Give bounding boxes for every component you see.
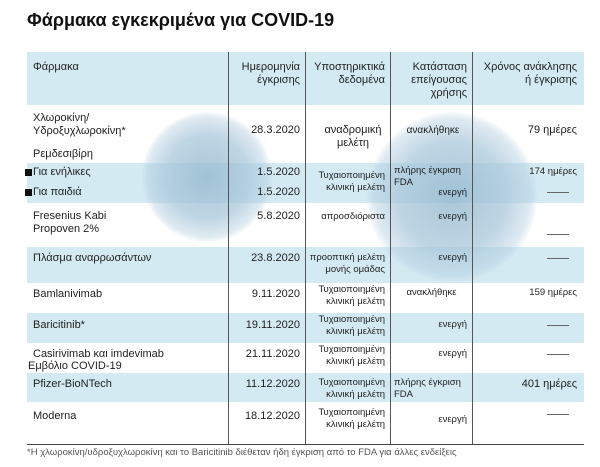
- drug-name: Pfizer-BioNTech: [33, 378, 112, 390]
- approval-date: 1.5.2020: [257, 166, 300, 178]
- drug-name: Baricitinib*: [33, 319, 85, 331]
- drug-name: Bamlanivimab: [33, 288, 103, 300]
- status: ενεργή: [438, 414, 467, 425]
- status: ανακλήθηκε: [406, 125, 460, 136]
- column-divider: [305, 52, 306, 444]
- time: 79 ημέρες: [527, 124, 577, 136]
- drug-name: Casirivimab και imdevimab: [33, 348, 164, 360]
- time: 401 ημέρες: [521, 378, 577, 390]
- supporting-data: Τυχαιοποιημένη κλινική μελέτη: [318, 170, 385, 193]
- supporting-data: προοπτική μελέτη μονής ομάδας: [309, 252, 385, 275]
- status: ανακλήθηκε: [406, 287, 457, 298]
- approval-date: 19.11.2020: [245, 319, 300, 331]
- drug-name: Για ενήλικες: [25, 166, 91, 179]
- approval-date: 28.3.2020: [251, 124, 300, 136]
- bullet-icon: [25, 169, 32, 176]
- virus-illustration: [367, 112, 537, 282]
- column-divider: [472, 52, 473, 444]
- approval-date: 1.5.2020: [257, 186, 300, 198]
- supporting-data: αναδρομική μελέτη: [324, 124, 382, 149]
- footnote: *Η χλωροκίνη/υδροξυχλωροκίνη και το Bari…: [27, 447, 457, 458]
- bullet-icon: [25, 189, 32, 196]
- time: 159 ημέρες: [529, 287, 577, 298]
- dash: [477, 252, 569, 265]
- header-status: Κατάσταση επείγουσας χρήσης: [411, 61, 467, 99]
- column-divider: [228, 52, 229, 444]
- virus-illustration: [142, 112, 272, 242]
- header-date: Ημερομηνία έγκρισης: [241, 61, 300, 86]
- dash: [477, 319, 569, 332]
- time: 174 ημέρες: [529, 166, 577, 177]
- drug-group-label: Εμβόλιο COVID-19: [28, 360, 122, 372]
- supporting-data: Τυχαιοποιημένη κλινική μελέτη: [318, 344, 385, 367]
- dash: [477, 228, 569, 241]
- column-divider: [390, 52, 391, 444]
- supporting-data: Τυχαιοποιημένη κλινική μελέτη: [318, 407, 385, 430]
- approval-date: 23.8.2020: [251, 252, 300, 264]
- status: πλήρης έγκριση FDA: [394, 377, 461, 400]
- drugs-table: Φάρμακα Ημερομηνία έγκρισης Υποστηρικτικ…: [25, 52, 584, 445]
- drug-name: Χλωροκίνη/ Υδροξυχλωροκίνη*: [33, 112, 126, 137]
- status: ενεργή: [438, 348, 467, 359]
- page-title: Φάρμακα εγκεκριμένα για COVID-19: [27, 10, 335, 30]
- approval-date: 11.12.2020: [245, 378, 300, 390]
- drug-name: Moderna: [33, 410, 77, 422]
- header-time: Χρόνος ανάκλησης ή έγκρισης: [483, 61, 577, 86]
- drug-name: Για παιδιά: [25, 186, 82, 199]
- dash: [477, 348, 569, 361]
- approval-date: 18.12.2020: [244, 410, 300, 422]
- supporting-data: Τυχαιοποιημένη κλινική μελέτη: [318, 377, 385, 400]
- drug-name: Πλάσμα αναρρωσάντων: [33, 252, 152, 264]
- status: ενεργή: [438, 319, 467, 330]
- drug-name: Fresenius Kabi Propoven 2%: [33, 210, 107, 235]
- header-data: Υποστηρικτικά δεδομένα: [314, 61, 385, 86]
- supporting-data: Τυχαιοποιημένη κλινική μελέτη: [318, 284, 385, 307]
- status: ενεργή: [438, 211, 467, 222]
- dash: [477, 186, 569, 199]
- approval-date: 5.8.2020: [257, 210, 300, 222]
- status: πλήρης έγκριση FDA: [394, 165, 461, 188]
- supporting-data: Τυχαιοποιημένη κλινική μελέτη: [318, 314, 385, 337]
- dash: [477, 408, 569, 421]
- approval-date: 9.11.2020: [251, 288, 300, 300]
- status: ενεργή: [438, 252, 467, 263]
- supporting-data: απροσδιόριστα: [321, 211, 385, 222]
- approval-date: 21.11.2020: [245, 348, 300, 360]
- status: ενεργή: [438, 187, 467, 198]
- drug-group-label: Ρεμδεσιβίρη: [33, 148, 93, 160]
- header-drugs: Φάρμακα: [33, 61, 79, 73]
